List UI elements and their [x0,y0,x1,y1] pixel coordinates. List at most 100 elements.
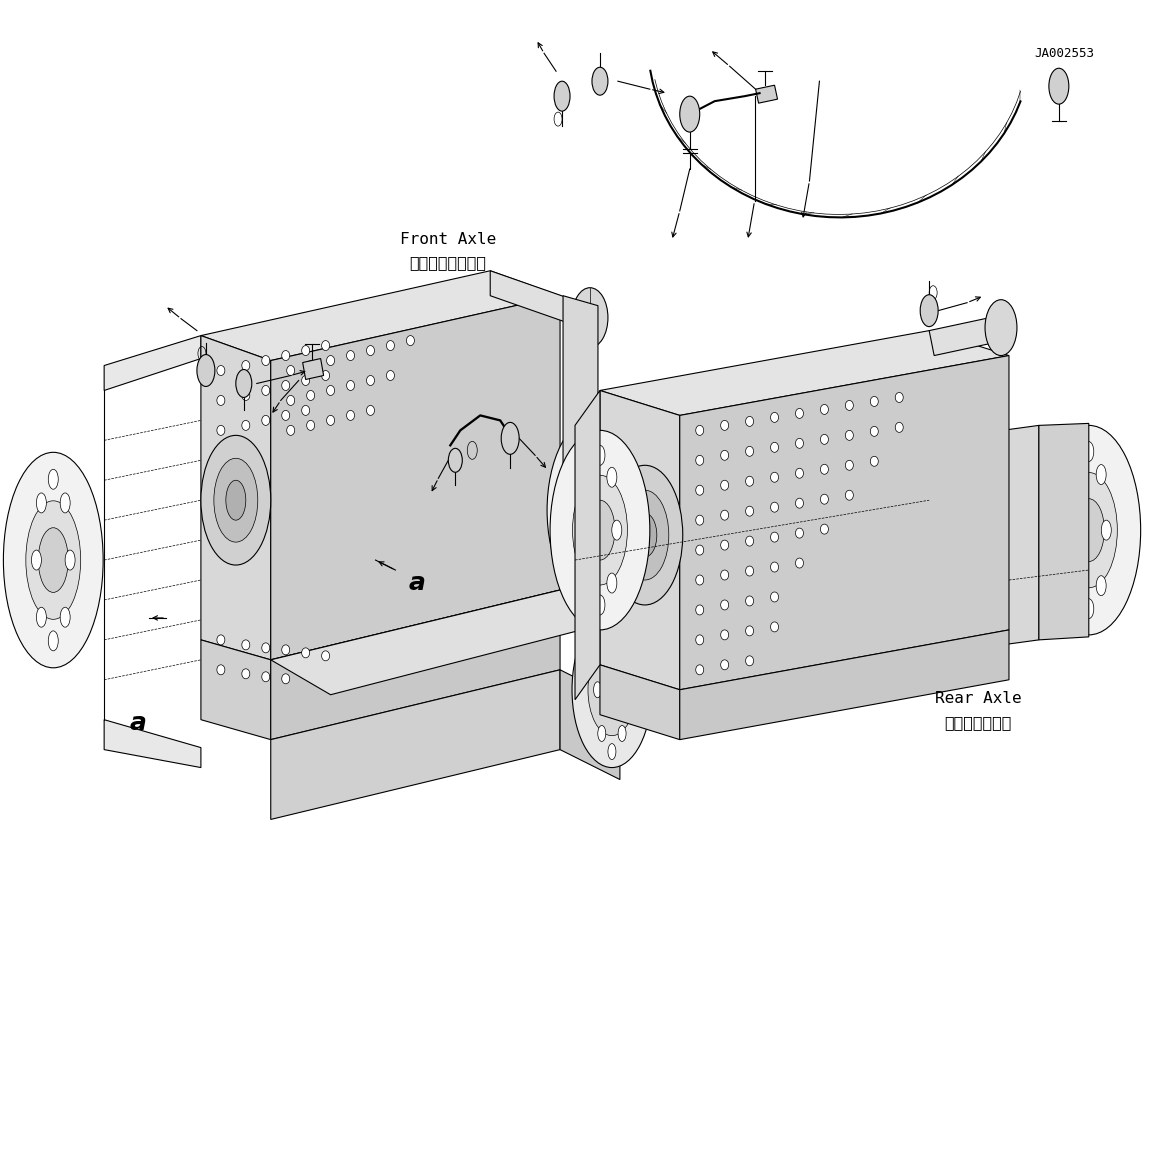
Ellipse shape [771,472,778,482]
Ellipse shape [721,540,729,550]
Ellipse shape [745,506,754,516]
Ellipse shape [572,475,627,586]
Ellipse shape [236,370,251,397]
Ellipse shape [622,682,630,698]
Ellipse shape [347,381,355,390]
Polygon shape [1039,424,1089,639]
Ellipse shape [618,726,626,741]
Ellipse shape [501,423,519,454]
Ellipse shape [366,345,374,356]
Ellipse shape [1097,576,1106,596]
Ellipse shape [602,452,611,470]
Ellipse shape [795,528,804,539]
Ellipse shape [580,482,609,537]
Ellipse shape [386,370,394,381]
Ellipse shape [327,416,335,425]
Ellipse shape [214,458,258,542]
Polygon shape [105,720,201,767]
Ellipse shape [721,630,729,639]
Ellipse shape [216,365,224,376]
Ellipse shape [745,566,754,576]
Ellipse shape [695,665,704,674]
Ellipse shape [242,361,250,370]
Ellipse shape [745,446,754,457]
Ellipse shape [281,410,290,420]
Ellipse shape [593,682,601,698]
Ellipse shape [1073,499,1105,562]
Ellipse shape [49,631,58,651]
Ellipse shape [920,295,939,327]
Ellipse shape [347,410,355,420]
Polygon shape [271,670,561,820]
Ellipse shape [771,593,778,602]
Ellipse shape [386,341,394,350]
Ellipse shape [216,665,224,674]
Ellipse shape [820,404,828,415]
Ellipse shape [745,477,754,486]
Ellipse shape [322,370,329,381]
Ellipse shape [65,550,76,570]
Ellipse shape [406,336,414,345]
Ellipse shape [572,288,608,348]
Polygon shape [271,590,620,694]
Text: Front Axle: Front Axle [400,232,497,247]
Polygon shape [575,390,600,700]
Ellipse shape [608,744,616,760]
Ellipse shape [242,669,250,679]
Ellipse shape [846,491,854,500]
Ellipse shape [262,356,270,365]
Ellipse shape [287,396,294,405]
Ellipse shape [721,451,729,460]
Ellipse shape [795,468,804,478]
Ellipse shape [579,452,587,470]
Ellipse shape [870,426,878,437]
Ellipse shape [695,485,704,495]
Ellipse shape [608,619,616,636]
Ellipse shape [695,545,704,555]
Ellipse shape [721,659,729,670]
Ellipse shape [572,612,651,767]
Ellipse shape [307,420,315,431]
Ellipse shape [745,596,754,605]
Ellipse shape [820,494,828,505]
Polygon shape [561,670,620,780]
Ellipse shape [771,502,778,512]
Ellipse shape [592,67,608,95]
Polygon shape [201,271,561,361]
Ellipse shape [695,456,704,465]
Ellipse shape [287,425,294,436]
Ellipse shape [26,501,80,619]
Ellipse shape [695,605,704,615]
Text: a: a [408,571,426,595]
Ellipse shape [216,635,224,645]
Ellipse shape [301,376,309,385]
Ellipse shape [578,520,588,540]
Ellipse shape [695,635,704,645]
Ellipse shape [591,570,599,589]
Ellipse shape [585,500,615,560]
Ellipse shape [1084,598,1093,618]
Ellipse shape [820,434,828,444]
Ellipse shape [607,501,615,519]
Ellipse shape [301,345,309,356]
Ellipse shape [1071,465,1082,485]
Ellipse shape [347,350,355,361]
Ellipse shape [550,431,650,630]
Ellipse shape [870,397,878,406]
Ellipse shape [771,622,778,632]
Ellipse shape [3,452,104,667]
Ellipse shape [579,550,587,568]
Ellipse shape [591,432,599,450]
Ellipse shape [602,550,611,568]
Ellipse shape [846,400,854,410]
Ellipse shape [870,457,878,466]
Polygon shape [302,358,323,379]
Ellipse shape [721,570,729,580]
Ellipse shape [322,651,329,660]
Ellipse shape [242,639,250,650]
Ellipse shape [820,464,828,474]
Ellipse shape [242,420,250,431]
Polygon shape [271,296,561,659]
Polygon shape [105,336,201,390]
Ellipse shape [301,405,309,416]
